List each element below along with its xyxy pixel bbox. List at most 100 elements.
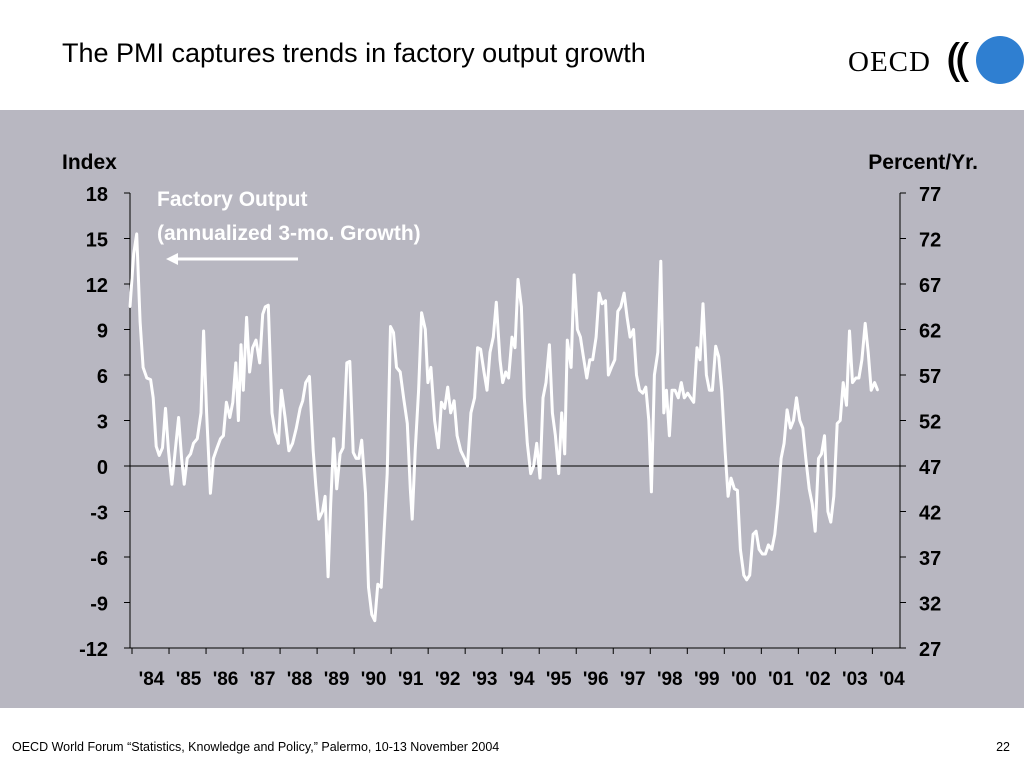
data-point (789, 426, 792, 430)
data-point (748, 574, 751, 577)
data-point (619, 305, 622, 308)
data-point (277, 442, 280, 445)
footer-text: OECD World Forum “Statistics, Knowledge … (12, 740, 500, 754)
data-point (132, 252, 135, 255)
data-point (287, 449, 291, 453)
data-point (532, 464, 535, 468)
logo-circle (976, 36, 1024, 84)
data-point (345, 361, 348, 365)
data-point (209, 492, 212, 495)
data-point (520, 305, 523, 308)
data-point (267, 304, 270, 307)
data-point (251, 346, 254, 349)
data-point (523, 396, 526, 399)
data-point (656, 351, 659, 354)
data-point (254, 338, 258, 342)
data-point (222, 434, 225, 437)
x-tick-label: '85 (176, 669, 202, 690)
x-tick-label: '84 (139, 669, 165, 690)
data-point (569, 366, 573, 369)
data-point (145, 376, 149, 380)
data-point (729, 476, 733, 480)
data-point (338, 452, 342, 456)
data-point (526, 442, 529, 445)
x-tick-label: '93 (472, 669, 498, 690)
data-point (373, 619, 377, 622)
data-point (199, 411, 203, 415)
series-label-line-2: (annualized 3-mo. Growth) (157, 222, 421, 245)
data-point (683, 396, 686, 399)
data-point (283, 416, 287, 419)
x-tick-label: '91 (398, 669, 424, 690)
data-point (417, 388, 420, 392)
x-tick-label: '00 (731, 669, 757, 690)
data-point (810, 502, 814, 506)
data-point (529, 472, 532, 475)
data-point (212, 457, 215, 460)
data-point (873, 381, 876, 384)
right-tick-label: 42 (919, 503, 941, 525)
data-point (149, 378, 152, 381)
data-point (801, 426, 805, 430)
data-point (304, 381, 307, 384)
data-point (726, 495, 730, 498)
data-point (736, 489, 739, 492)
data-point (782, 442, 786, 445)
data-point (566, 338, 569, 342)
data-point (677, 396, 680, 399)
data-point (323, 495, 327, 498)
right-tick-label: 67 (919, 275, 941, 297)
data-point (813, 530, 817, 533)
data-point (516, 278, 520, 281)
data-point (510, 335, 514, 339)
data-point (295, 426, 298, 430)
data-point (411, 517, 414, 521)
left-tick-label: 6 (97, 366, 108, 388)
data-point (466, 464, 469, 468)
data-point (798, 419, 802, 422)
right-tick-label: 37 (919, 548, 941, 570)
data-point (739, 548, 742, 551)
data-point (613, 358, 617, 362)
left-tick-label: 12 (86, 275, 108, 297)
data-point (836, 422, 839, 425)
data-point (367, 586, 370, 589)
data-point (708, 388, 711, 392)
data-point (641, 392, 645, 395)
data-point (557, 472, 560, 475)
data-point (173, 452, 177, 456)
data-point (594, 335, 598, 339)
data-point (420, 311, 423, 315)
data-point (689, 396, 692, 399)
data-point (157, 454, 161, 457)
data-point (234, 361, 237, 365)
data-point (308, 375, 311, 378)
data-point (225, 401, 228, 404)
data-point (625, 316, 629, 319)
data-point (754, 530, 758, 533)
data-point (273, 431, 277, 434)
data-point (409, 487, 412, 490)
left-tick-label: 0 (97, 457, 108, 479)
data-point (653, 373, 656, 377)
x-tick-label: '99 (694, 669, 720, 690)
data-point (579, 335, 582, 339)
data-point (864, 322, 867, 325)
data-point (860, 358, 864, 362)
data-point (215, 446, 219, 449)
data-point (705, 373, 708, 377)
data-point (757, 548, 761, 551)
x-tick-label: '89 (324, 669, 350, 690)
data-point (742, 574, 745, 577)
data-point (686, 392, 689, 395)
data-point (820, 452, 823, 456)
data-point (513, 346, 517, 349)
data-point (647, 419, 651, 422)
right-tick-label: 32 (919, 594, 941, 616)
data-point (668, 434, 671, 437)
data-point (751, 533, 755, 536)
data-point (379, 586, 383, 589)
data-point (192, 442, 195, 445)
data-point (673, 388, 677, 392)
